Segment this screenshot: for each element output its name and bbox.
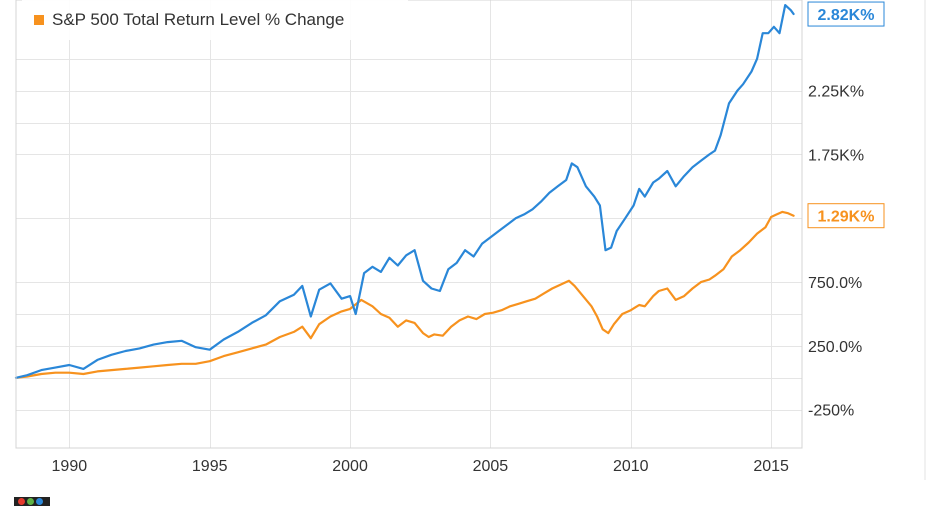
axes	[15, 0, 926, 480]
legend-label: S&P 500 Total Return Level % Change	[52, 10, 345, 29]
ycharts-logo	[14, 497, 50, 506]
series-line-orange	[14, 210, 795, 379]
legend: S&P 500 Total Return Level % Change	[22, 0, 408, 40]
end-label-blue: 2.82K%	[807, 1, 885, 27]
y-axis-tick-labels: 2.25K% 1.75K% 750.0% 250.0% -250%	[808, 84, 864, 420]
end-label-text: 1.29K%	[818, 209, 875, 226]
x-tick-label: 2015	[753, 458, 789, 475]
x-tick-label: 2005	[473, 458, 509, 475]
end-label-box	[807, 203, 885, 229]
gridlines	[16, 0, 802, 448]
y-tick-label: 1.75K%	[808, 147, 864, 164]
x-tick-label: 1995	[192, 458, 228, 475]
y-tick-label: 750.0%	[808, 275, 862, 292]
y-tick-label: 2.25K%	[808, 84, 864, 101]
end-label-orange: 1.29K%	[807, 203, 885, 229]
x-tick-label: 1990	[52, 458, 88, 475]
series-lines	[14, 3, 795, 379]
y-tick-label: 250.0%	[808, 339, 862, 356]
y-tick-label: -250%	[808, 403, 854, 420]
legend-item-sp500-total-return[interactable]: S&P 500 Total Return Level % Change	[34, 10, 344, 30]
end-label-box	[807, 1, 885, 27]
plot-area-border	[15, 0, 803, 449]
x-tick-label: 2010	[613, 458, 649, 475]
end-label-text: 2.82K%	[818, 7, 875, 24]
legend-swatch-orange	[34, 15, 44, 25]
x-axis-tick-labels: 1990 1995 2000 2005 2010 2015	[52, 458, 789, 475]
series-end-labels: 2.82K% 1.29K%	[807, 1, 885, 229]
x-tick-label: 2000	[332, 458, 368, 475]
series-line-blue	[14, 3, 795, 379]
